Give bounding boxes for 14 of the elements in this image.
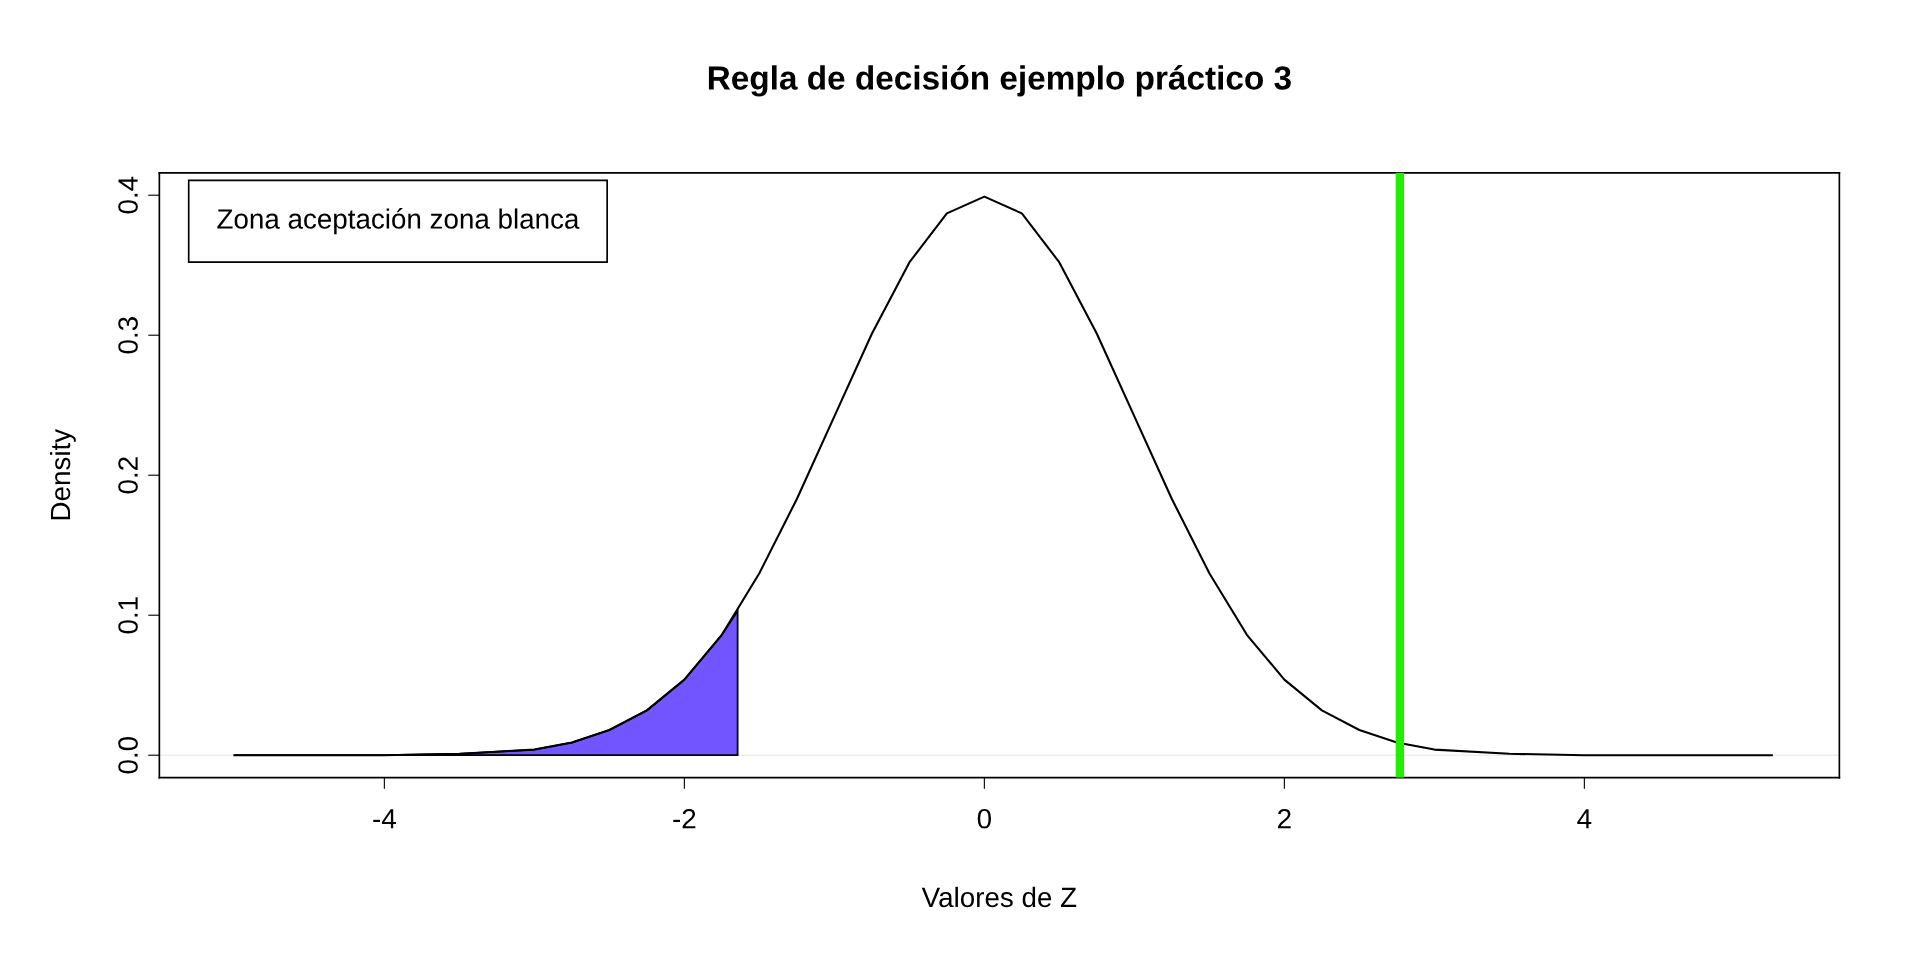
x-tick-label: 2 [1278, 808, 1291, 829]
x-tick-label: -4 [373, 809, 396, 829]
annotation: Zona aceptación zona blanca [217, 208, 580, 235]
x-axis-title: Valores de Z [921, 886, 1077, 908]
x-tick-label: 4 [1577, 809, 1592, 829]
y-axis-title: Density [49, 428, 76, 520]
x-tick-label: 0 [977, 808, 991, 829]
y-tick-label: 0.4 [118, 176, 138, 214]
y-tick-label: 0.2 [118, 457, 138, 494]
y-tick-label: 0.0 [118, 736, 138, 774]
y-tick-label: 0.1 [118, 597, 138, 634]
y-tick-label: 0.3 [118, 317, 138, 354]
chart-title: Regla de decisión ejemplo práctico 3 [708, 65, 1291, 97]
x-tick-label: -2 [673, 808, 696, 829]
